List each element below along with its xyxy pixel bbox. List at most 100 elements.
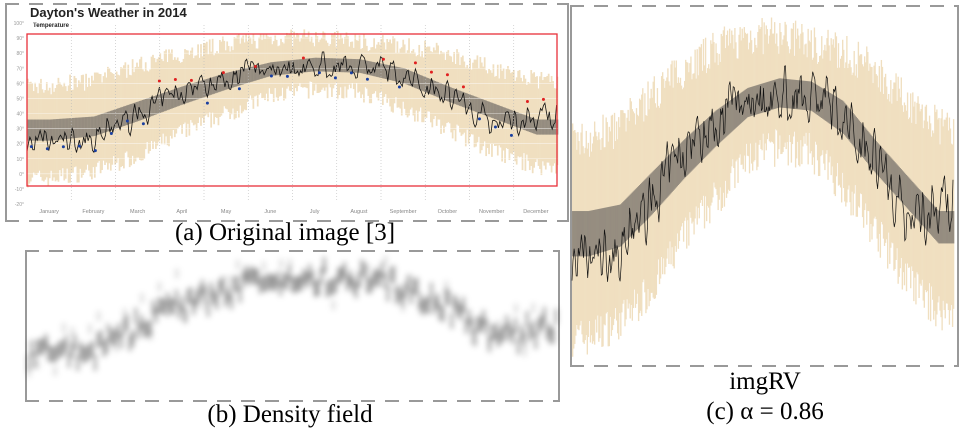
density-mark xyxy=(537,318,541,335)
normal-range-bar xyxy=(38,119,41,141)
normal-range-bar xyxy=(655,167,658,210)
normal-range-bar xyxy=(115,108,118,129)
normal-range-bar xyxy=(240,69,243,85)
normal-range-bar xyxy=(413,72,416,88)
normal-range-bar xyxy=(621,203,623,246)
normal-range-bar xyxy=(756,85,758,115)
x-tick-label: October xyxy=(438,209,458,215)
normal-range-bar xyxy=(213,76,215,94)
density-mark xyxy=(476,316,480,333)
normal-range-bar xyxy=(766,82,769,112)
normal-range-bar xyxy=(827,91,829,123)
normal-range-bar xyxy=(670,153,672,194)
density-mark xyxy=(186,288,190,305)
density-mark xyxy=(261,261,266,272)
normal-range-bar xyxy=(592,210,595,255)
density-mark xyxy=(516,338,520,355)
normal-range-bar xyxy=(290,60,293,74)
density-mark xyxy=(105,337,109,354)
density-mark xyxy=(418,292,422,309)
normal-range-bar xyxy=(781,78,783,108)
normal-range-bar xyxy=(903,172,906,206)
normal-range-bar xyxy=(59,118,61,140)
density-mark xyxy=(96,332,100,349)
density-mark xyxy=(325,281,329,298)
highlight-box xyxy=(26,33,558,187)
normal-range-bar xyxy=(211,77,214,95)
normal-range-bar xyxy=(888,155,890,188)
normal-range-bar xyxy=(765,82,767,112)
record-high-point xyxy=(413,61,417,65)
normal-range-bar xyxy=(614,205,617,249)
normal-range-bar xyxy=(355,59,358,73)
normal-range-bar xyxy=(633,190,636,233)
normal-range-bar xyxy=(352,58,355,73)
record-range-bar xyxy=(512,69,515,152)
normal-range-bar xyxy=(721,106,724,141)
normal-range-bar xyxy=(226,72,229,90)
normal-range-bar xyxy=(28,119,31,141)
normal-range-bar xyxy=(479,98,482,114)
normal-range-bar xyxy=(742,91,744,122)
density-mark xyxy=(479,320,484,331)
density-mark xyxy=(487,336,492,347)
normal-range-bar xyxy=(397,67,400,83)
density-mark xyxy=(47,345,51,362)
normal-range-bar xyxy=(544,119,547,135)
normal-range-bar xyxy=(521,114,524,130)
normal-range-bar xyxy=(599,208,601,253)
record-high-point xyxy=(381,57,385,61)
record-high-point xyxy=(157,79,161,83)
normal-range-bar xyxy=(786,79,788,109)
normal-range-bar xyxy=(441,83,444,100)
normal-range-bar xyxy=(635,188,638,231)
normal-range-bar xyxy=(873,138,875,171)
normal-range-bar xyxy=(876,142,878,175)
normal-range-bar xyxy=(854,115,856,148)
density-mark xyxy=(366,277,370,294)
normal-range-bar xyxy=(696,127,698,166)
record-range-bar xyxy=(817,62,820,177)
density-mark xyxy=(534,333,538,350)
normal-range-bar xyxy=(127,104,130,125)
normal-range-bar xyxy=(395,66,397,82)
normal-range-bar xyxy=(604,207,606,252)
normal-range-bar xyxy=(76,117,79,138)
record-low-point xyxy=(141,122,145,126)
normal-range-bar xyxy=(928,200,931,234)
record-range-bar xyxy=(921,104,923,280)
normal-range-bar xyxy=(626,197,628,240)
normal-range-bar xyxy=(175,88,178,107)
density-mark xyxy=(444,288,448,305)
normal-range-bar xyxy=(41,119,44,141)
normal-range-bar xyxy=(380,63,383,78)
normal-range-bar xyxy=(881,148,884,181)
record-low-point xyxy=(477,117,481,121)
normal-range-bar xyxy=(205,78,208,97)
density-mark xyxy=(148,330,153,341)
normal-range-bar xyxy=(188,84,191,103)
record-range-bar xyxy=(917,96,919,275)
normal-range-bar xyxy=(855,116,857,150)
normal-range-bar xyxy=(716,109,718,146)
normal-range-bar xyxy=(654,169,657,211)
normal-range-bar xyxy=(932,204,934,237)
normal-range-bar xyxy=(523,114,525,130)
normal-range-bar xyxy=(187,84,189,103)
density-mark xyxy=(55,343,59,360)
normal-range-bar xyxy=(829,92,831,124)
normal-range-bar xyxy=(511,110,514,126)
normal-range-bar xyxy=(47,119,50,141)
normal-range-bar xyxy=(258,65,261,80)
normal-range-bar xyxy=(166,91,169,111)
normal-range-bar xyxy=(470,95,473,111)
record-low-point xyxy=(365,77,369,81)
normal-range-bar xyxy=(917,187,919,221)
density-mark xyxy=(493,324,497,341)
density-mark xyxy=(363,262,367,279)
normal-range-bar xyxy=(101,113,103,134)
density-mark xyxy=(276,271,280,288)
density-mark xyxy=(502,324,506,341)
normal-range-bar xyxy=(794,79,797,110)
density-mark xyxy=(334,276,338,293)
